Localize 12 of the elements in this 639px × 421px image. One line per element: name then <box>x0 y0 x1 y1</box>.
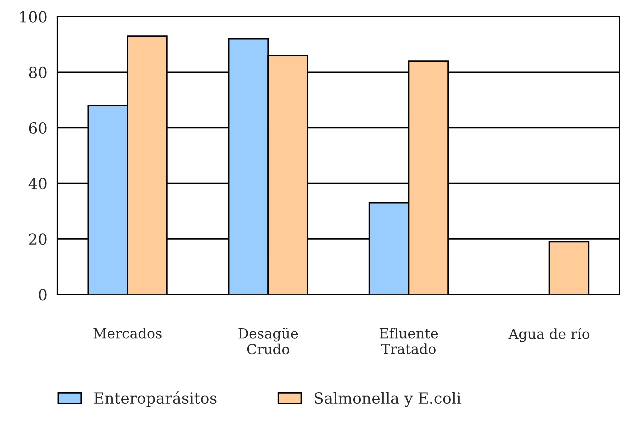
x-tick-label: Agua de río <box>508 328 590 342</box>
y-tick-label: 100 <box>20 11 47 23</box>
x-tick-label: Mercados <box>94 328 162 339</box>
y-tick-label: 20 <box>29 234 47 246</box>
legend-label: Enteroparásitos <box>94 392 217 408</box>
y-tick-label: 80 <box>29 66 47 78</box>
y-tick-label: 60 <box>29 122 47 134</box>
legend-label: Salmonella y E.coli <box>315 392 462 408</box>
x-tick-label: Efluente Tratado <box>380 328 438 354</box>
y-tick-label: 0 <box>39 289 47 301</box>
y-tick-label: 40 <box>28 178 47 190</box>
x-tick-label: Desagüe Crudo <box>238 328 298 355</box>
